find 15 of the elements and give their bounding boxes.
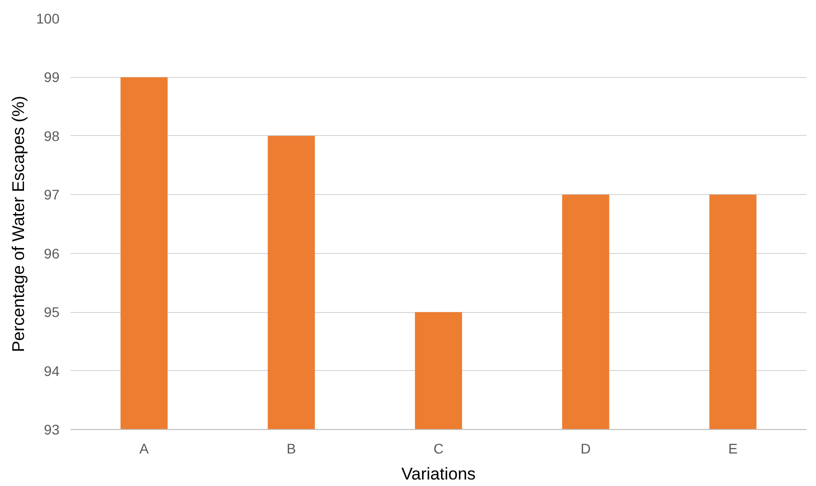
y-tick-label: 94 (44, 362, 60, 379)
y-tick-label: 97 (44, 186, 60, 203)
x-tick-label: D (580, 440, 591, 456)
x-axis-title: Variations (401, 464, 476, 484)
x-tick-label: B (286, 440, 296, 456)
y-tick-label: 96 (44, 245, 60, 262)
y-tick-label: 100 (36, 10, 60, 26)
x-tick-label: E (728, 440, 738, 456)
y-tick-label: 98 (44, 128, 60, 144)
x-tick-label: A (139, 440, 150, 456)
y-tick-label: 93 (44, 422, 60, 438)
y-tick-label: 95 (44, 304, 60, 320)
x-tick-label: C (433, 440, 444, 456)
y-tick-label: 99 (44, 69, 60, 86)
y-axis-title: Percentage of Water Escapes (%) (9, 96, 28, 352)
